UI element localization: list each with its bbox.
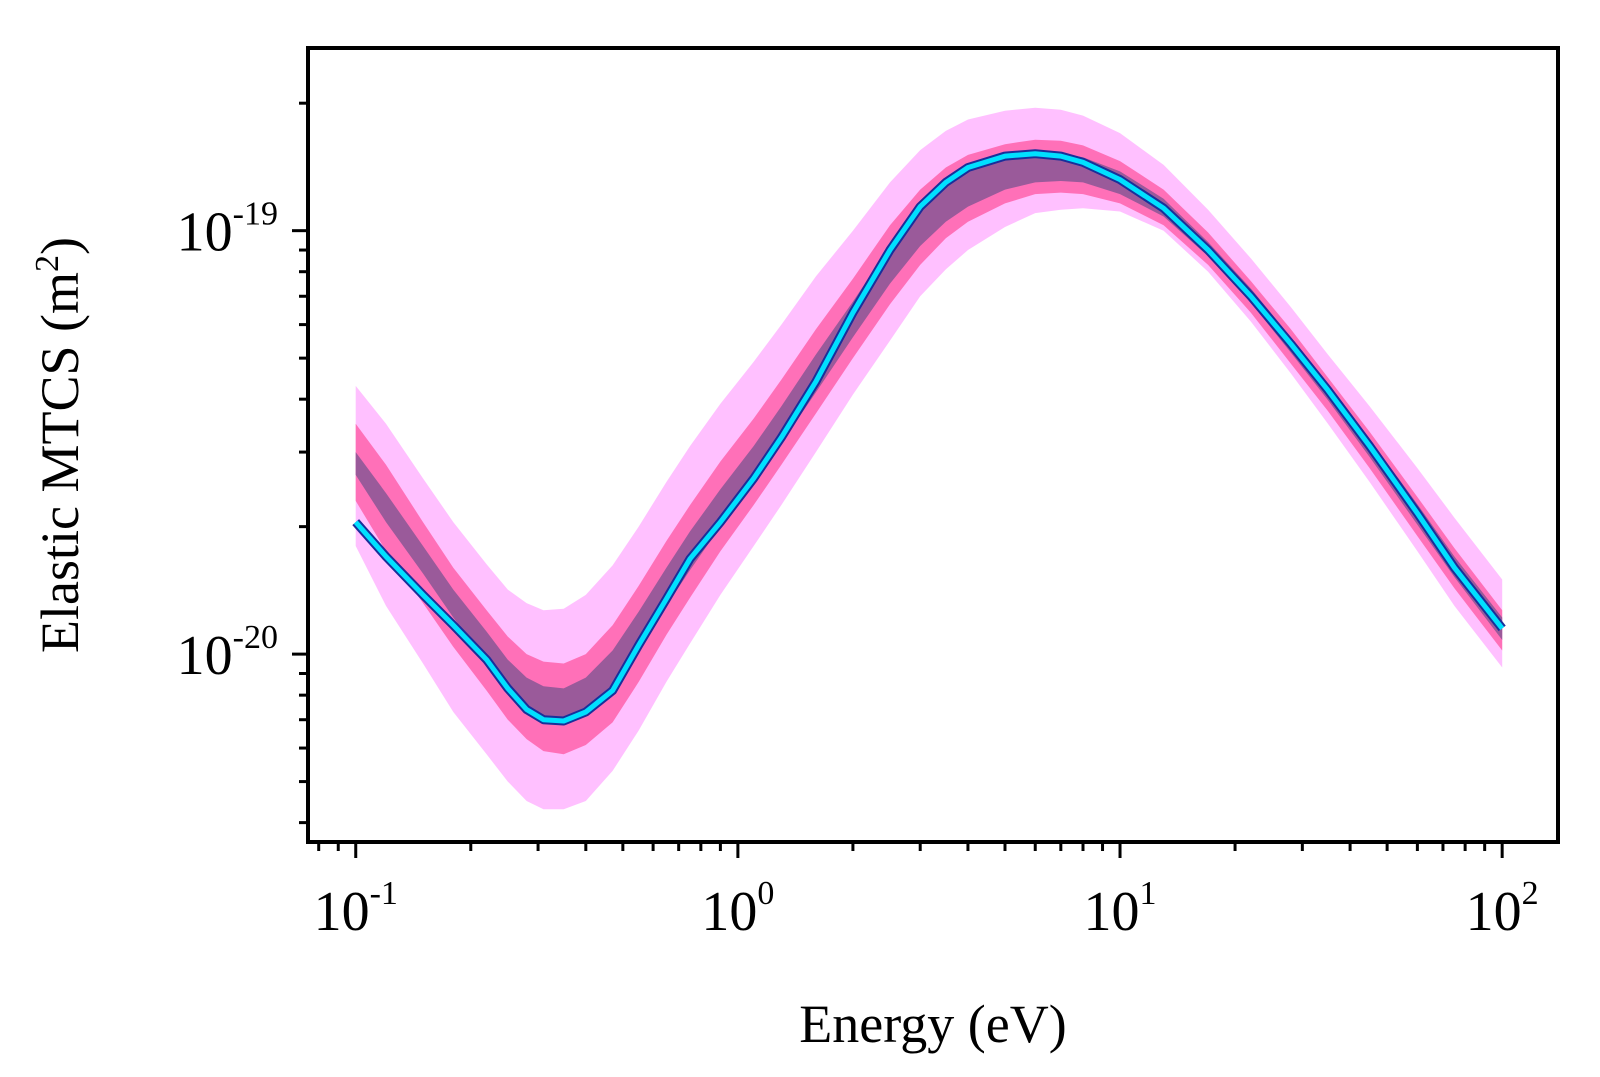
y-axis-ticks: 10-20 10-19: [177, 101, 308, 825]
x-tick-label: 102: [1466, 875, 1539, 943]
x-axis-ticks: 10-1 100 101 102: [314, 842, 1539, 943]
data-series: [352, 149, 1506, 726]
x-tick-label: 10-1: [314, 875, 398, 943]
y-axis-label: Elastic MTCS (m2): [29, 237, 90, 653]
x-tick-label: 100: [701, 875, 774, 943]
y-axis-label-main: Elastic MTCS (m: [30, 272, 90, 653]
y-tick-label: 10-19: [177, 196, 278, 264]
band-2: [355, 139, 1503, 755]
y-axis-label-end: ): [30, 237, 90, 255]
y-axis-label-sup: 2: [29, 255, 66, 272]
x-tick-label: 101: [1084, 875, 1157, 943]
x-axis-label: Energy (eV): [799, 994, 1066, 1054]
y-tick-label: 10-20: [177, 619, 278, 687]
plot-frame: [306, 46, 1560, 844]
series-line: [353, 151, 1505, 724]
